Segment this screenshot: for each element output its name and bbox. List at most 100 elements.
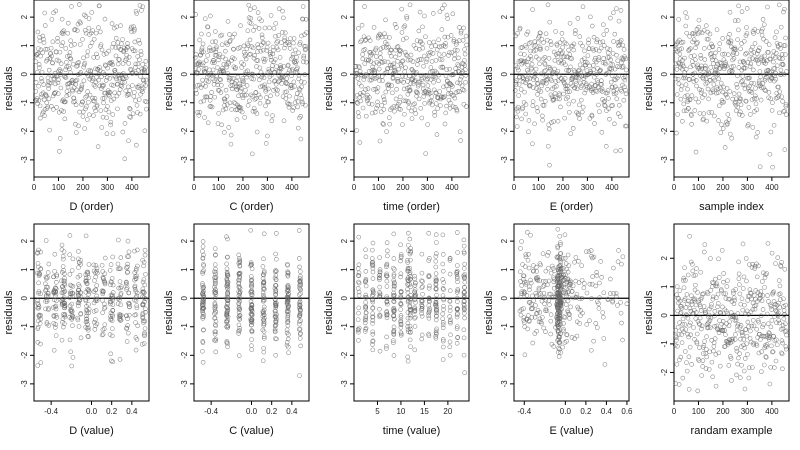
residual-point — [394, 45, 400, 50]
residual-point — [285, 315, 290, 320]
residual-point — [249, 311, 255, 317]
residual-point — [140, 302, 146, 308]
residual-point — [304, 59, 309, 65]
residual-point — [78, 335, 84, 341]
residual-point — [35, 51, 41, 56]
residual-point — [727, 337, 733, 343]
x-tick-label: 100 — [212, 183, 226, 192]
residual-point — [285, 294, 291, 300]
residual-point — [41, 36, 46, 42]
residual-point — [454, 108, 460, 114]
residual-point — [711, 348, 716, 354]
x-axis-title: D (value) — [69, 425, 114, 437]
residual-point — [274, 231, 279, 236]
residual-point — [716, 118, 721, 123]
residual-point — [681, 75, 686, 81]
residual-point — [768, 129, 774, 135]
residual-point — [59, 108, 64, 113]
residual-point — [128, 67, 133, 72]
residual-point — [356, 270, 362, 276]
residual-point — [38, 94, 44, 100]
residual-point — [569, 335, 575, 340]
x-tick-label: 15 — [420, 407, 429, 416]
residual-point — [83, 324, 88, 330]
residual-point — [696, 24, 701, 30]
residual-point — [94, 268, 100, 274]
residual-point — [537, 61, 542, 67]
residual-point — [684, 368, 690, 374]
residual-point — [568, 64, 573, 70]
residual-point — [433, 232, 439, 237]
residual-point — [250, 71, 255, 77]
y-tick-label: -3 — [340, 156, 349, 164]
residual-point — [391, 283, 397, 289]
residual-point — [738, 336, 743, 342]
residual-point — [65, 31, 71, 36]
y-tick-label: 1 — [500, 43, 509, 48]
residual-point — [594, 273, 600, 278]
residual-point — [369, 260, 375, 265]
residual-point — [292, 100, 298, 105]
residual-point — [707, 31, 713, 37]
residual-point — [753, 302, 759, 308]
residual-point — [414, 70, 419, 75]
residual-point — [526, 300, 532, 305]
residual-point — [370, 110, 375, 116]
residual-point — [263, 103, 268, 109]
residual-point — [245, 103, 251, 108]
residual-point — [440, 316, 446, 322]
residual-point — [594, 37, 600, 42]
residual-point — [682, 55, 687, 61]
x-axis-title: time (value) — [383, 425, 440, 437]
residual-point — [294, 54, 299, 60]
residual-point — [420, 284, 425, 289]
residual-point — [537, 45, 543, 50]
residual-point — [517, 75, 522, 80]
residual-point — [261, 323, 266, 328]
residual-point — [742, 356, 748, 361]
residual-point — [384, 264, 389, 270]
residual-point — [776, 278, 782, 283]
residual-point — [408, 257, 413, 263]
residual-point — [132, 39, 138, 45]
residual-point — [432, 74, 438, 80]
residual-point — [687, 34, 692, 39]
residual-point — [716, 76, 722, 82]
residual-point — [527, 83, 533, 88]
residual-point — [680, 39, 686, 45]
residual-point — [741, 59, 746, 65]
residual-point — [363, 327, 368, 332]
residual-point — [223, 87, 229, 93]
residual-point — [697, 302, 703, 307]
x-tick-label: 0.4 — [601, 407, 613, 416]
residual-point — [140, 302, 145, 307]
residual-point — [762, 53, 767, 59]
residual-point — [440, 232, 446, 238]
residual-point — [296, 256, 302, 261]
x-axis-title: sample index — [699, 201, 764, 213]
residual-point — [123, 75, 129, 80]
residual-point — [427, 40, 432, 45]
residual-point — [419, 285, 425, 290]
residual-point — [617, 64, 622, 70]
residual-point — [518, 312, 524, 318]
residual-point — [762, 87, 768, 93]
residual-point — [99, 47, 105, 53]
residual-point — [220, 66, 225, 71]
residual-point — [403, 74, 408, 79]
residual-point — [421, 63, 426, 69]
y-tick-label: -2 — [340, 351, 349, 359]
x-tick-label: 0.6 — [621, 407, 633, 416]
residual-point — [538, 262, 543, 268]
residual-point — [726, 52, 731, 57]
residual-point — [705, 86, 711, 92]
residual-point — [610, 298, 616, 304]
residual-point — [135, 61, 141, 67]
residual-point — [274, 336, 279, 342]
residual-point — [273, 268, 278, 273]
residual-point — [554, 42, 560, 48]
residual-point — [286, 288, 291, 294]
residual-point — [454, 271, 460, 277]
residual-point — [125, 323, 130, 328]
x-tick-label: 400 — [765, 407, 779, 416]
